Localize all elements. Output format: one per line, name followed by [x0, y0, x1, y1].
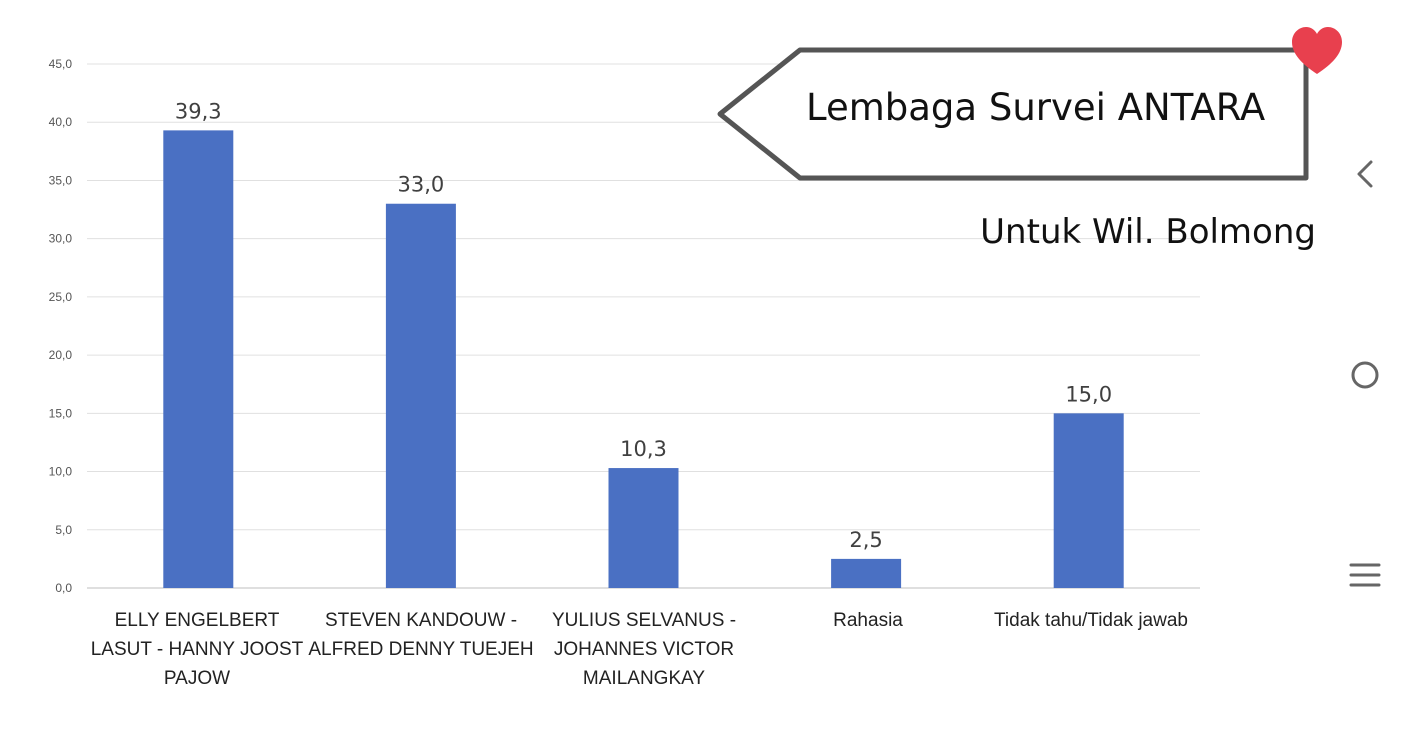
y-tick-label: 25,0: [49, 290, 73, 304]
back-chevron-icon[interactable]: [1340, 154, 1390, 194]
y-tick-label: 20,0: [49, 348, 73, 362]
data-labels: 39,3 33,0 10,3 2,5 15,0: [175, 99, 1112, 552]
y-tick-label: 5,0: [55, 523, 72, 537]
bar: [608, 468, 679, 588]
y-tick-label: 30,0: [49, 232, 73, 246]
data-label: 33,0: [398, 173, 445, 197]
callout-title: Lembaga Survei ANTARA: [806, 86, 1266, 129]
y-tick-label: 40,0: [49, 115, 73, 129]
data-label: 39,3: [175, 99, 222, 123]
heart-icon: [1292, 27, 1342, 74]
y-axis-ticks: 0,0 5,0 10,0 15,0 20,0 25,0 30,0 35,0 40,0 45,0: [49, 57, 73, 595]
category-label: ELLY ENGELBERT LASUT - HANNY JOOST PAJOW: [90, 610, 304, 689]
bar: [163, 130, 234, 588]
y-tick-label: 35,0: [49, 173, 73, 187]
callout-subtitle: Untuk Wil. Bolmong: [980, 212, 1316, 252]
home-circle-icon[interactable]: [1340, 355, 1390, 395]
data-label: 15,0: [1065, 382, 1112, 406]
y-tick-label: 10,0: [49, 465, 73, 479]
bar: [831, 558, 902, 588]
y-tick-label: 15,0: [49, 406, 73, 420]
menu-lines-icon[interactable]: [1340, 555, 1390, 595]
bar: [1053, 413, 1124, 588]
y-tick-label: 0,0: [55, 581, 72, 595]
category-label: Rahasia: [833, 610, 903, 631]
y-tick-label: 45,0: [49, 57, 73, 71]
bars: [163, 130, 1124, 588]
data-label: 2,5: [849, 528, 882, 552]
category-label: Tidak tahu/Tidak jawab: [994, 610, 1188, 631]
bar: [385, 203, 456, 588]
callout-box: [717, 47, 1309, 181]
data-label: 10,3: [620, 437, 667, 461]
category-label: YULIUS SELVANUS - JOHANNES VICTOR MAILAN…: [551, 610, 737, 689]
category-label: STEVEN KANDOUW - ALFRED DENNY TUEJEH: [308, 610, 534, 660]
